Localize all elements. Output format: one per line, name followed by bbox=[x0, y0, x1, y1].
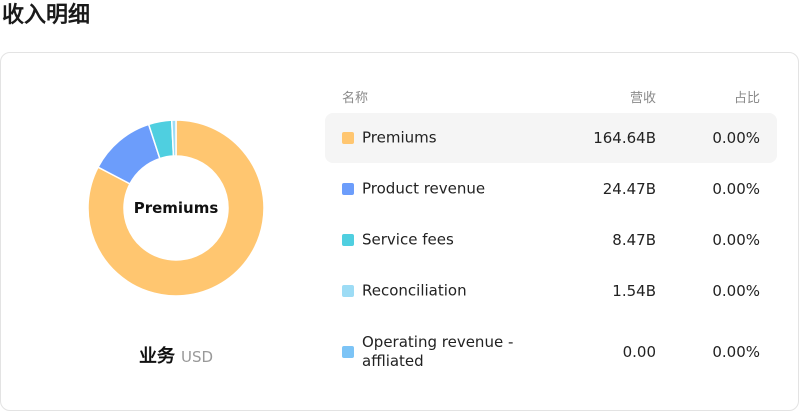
table-header: 名称 营收 占比 bbox=[325, 85, 777, 107]
donut-chart-svg bbox=[87, 119, 265, 297]
donut-slice-reconciliation[interactable] bbox=[170, 119, 177, 157]
row-revenue: 164.64B bbox=[593, 129, 656, 147]
row-share: 0.00% bbox=[712, 343, 760, 361]
page-title: 收入明细 bbox=[2, 3, 91, 28]
table-row[interactable]: Reconciliation 1.54B 0.00% bbox=[325, 266, 777, 316]
row-share: 0.00% bbox=[712, 282, 760, 300]
segment-label: 业务 bbox=[138, 346, 175, 367]
revenue-table: 名称 营收 占比 Premiums 164.64B 0.00% Product … bbox=[325, 85, 777, 370]
row-name: Service fees bbox=[362, 230, 454, 249]
row-share: 0.00% bbox=[712, 129, 760, 147]
row-revenue: 0.00 bbox=[622, 343, 656, 361]
header-share: 占比 bbox=[733, 91, 760, 106]
table-row[interactable]: Service fees 8.47B 0.00% bbox=[325, 215, 777, 265]
revenue-breakdown-card: Premiums 业务 USD 名称 营收 占比 Premiums 164.64B… bbox=[0, 52, 799, 411]
segment-title: 业务 USD bbox=[1, 342, 351, 368]
donut-chart: Premiums bbox=[87, 119, 265, 297]
row-revenue: 1.54B bbox=[612, 282, 656, 300]
table-row[interactable]: Premiums 164.64B 0.00% bbox=[325, 113, 777, 163]
legend-swatch bbox=[342, 346, 354, 358]
row-share: 0.00% bbox=[712, 180, 760, 198]
row-revenue: 24.47B bbox=[602, 180, 656, 198]
row-revenue: 8.47B bbox=[612, 231, 656, 249]
table-row[interactable]: Product revenue 24.47B 0.00% bbox=[325, 164, 777, 214]
legend-swatch bbox=[342, 183, 354, 195]
currency-unit: USD bbox=[180, 348, 214, 366]
legend-swatch bbox=[342, 234, 354, 246]
legend-swatch bbox=[342, 285, 354, 297]
header-revenue: 营收 bbox=[629, 91, 656, 106]
legend-swatch bbox=[342, 132, 354, 144]
table-row[interactable]: Operating revenue - affliated 0.00 0.00% bbox=[325, 327, 777, 377]
donut-slice-premiums[interactable] bbox=[87, 119, 265, 297]
header-name: 名称 bbox=[342, 91, 369, 106]
row-name: Premiums bbox=[362, 128, 437, 147]
donut-center-label: Premiums bbox=[133, 199, 219, 217]
row-name: Reconciliation bbox=[362, 281, 467, 300]
row-name: Product revenue bbox=[362, 179, 486, 198]
row-share: 0.00% bbox=[712, 231, 760, 249]
row-name: Operating revenue - affliated bbox=[362, 333, 514, 370]
